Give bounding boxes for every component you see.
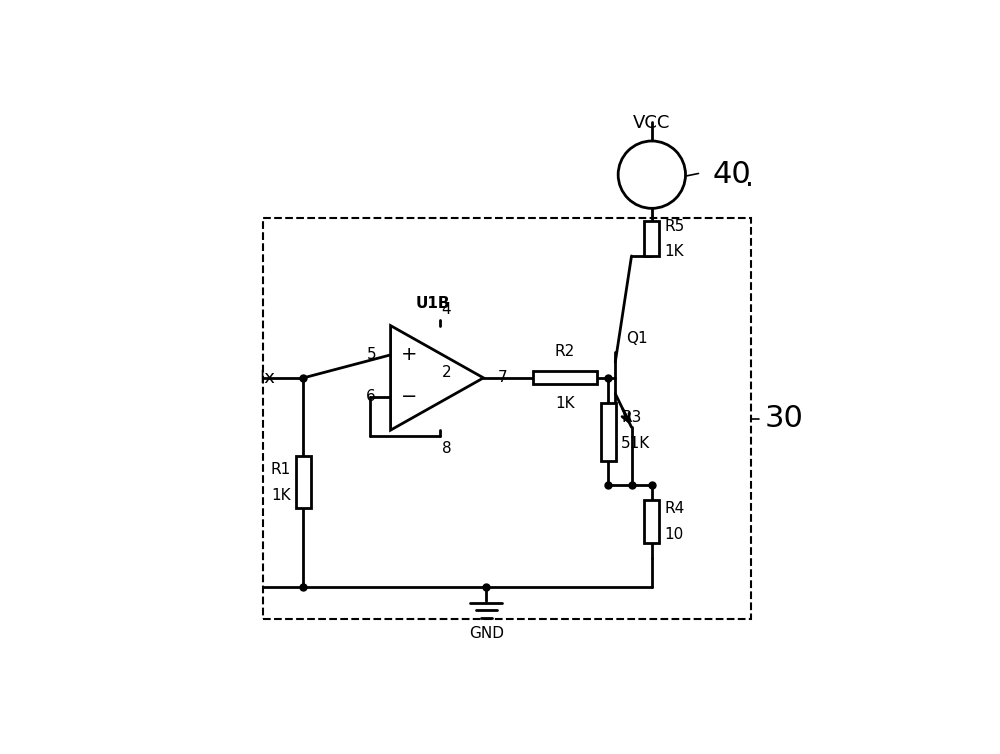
Circle shape — [618, 141, 686, 208]
Text: 8: 8 — [442, 440, 451, 455]
Text: 1K: 1K — [555, 397, 575, 412]
Text: 6: 6 — [366, 389, 376, 404]
Text: 2: 2 — [442, 365, 451, 379]
Text: 5: 5 — [366, 348, 376, 363]
Text: R5: R5 — [665, 219, 685, 234]
Text: −: − — [401, 387, 417, 406]
Text: 51K: 51K — [621, 436, 650, 451]
Bar — [296, 456, 311, 508]
Text: R3: R3 — [621, 409, 641, 425]
Text: VCC: VCC — [633, 114, 671, 132]
Text: Ix: Ix — [259, 369, 275, 387]
Polygon shape — [391, 326, 483, 430]
Bar — [644, 221, 659, 256]
Text: R2: R2 — [555, 345, 575, 360]
Text: 4: 4 — [442, 302, 451, 317]
Text: 10: 10 — [665, 527, 684, 542]
Text: +: + — [401, 345, 417, 364]
Text: 1K: 1K — [665, 244, 684, 259]
Text: A: A — [643, 163, 660, 187]
Text: R1: R1 — [270, 462, 291, 477]
Bar — [533, 372, 597, 385]
Text: GND: GND — [469, 627, 504, 642]
Text: R4: R4 — [665, 501, 685, 516]
Bar — [263, 218, 751, 619]
Text: 1K: 1K — [271, 488, 291, 503]
Text: 30: 30 — [765, 404, 804, 433]
Text: .: . — [745, 164, 754, 192]
Bar — [644, 500, 659, 544]
Text: Q1: Q1 — [626, 331, 647, 346]
Bar — [601, 403, 616, 461]
Text: 7: 7 — [498, 370, 508, 385]
Text: U1B: U1B — [415, 296, 450, 311]
Text: 40: 40 — [713, 160, 752, 189]
